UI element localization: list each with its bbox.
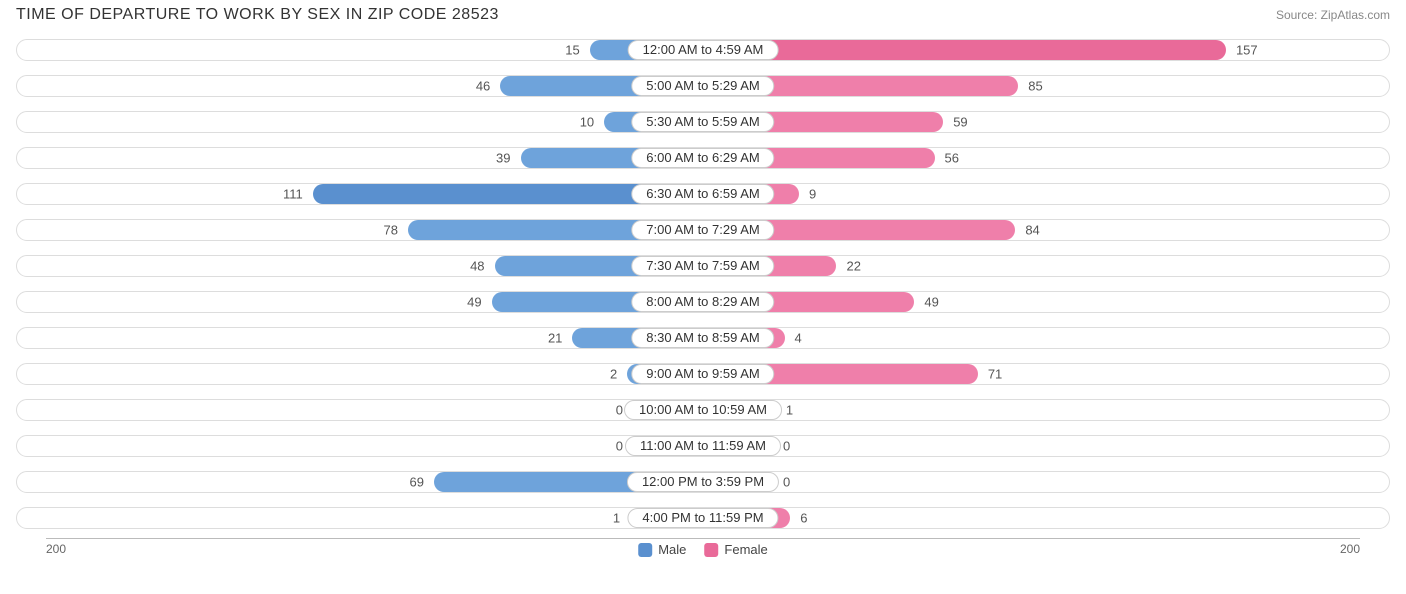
chart-row: 111 9 6:30 AM to 6:59 AM	[16, 178, 1390, 209]
female-value: 4	[795, 330, 802, 345]
female-value: 157	[1236, 42, 1258, 57]
axis-max-left: 200	[46, 542, 66, 556]
female-swatch	[704, 543, 718, 557]
chart-row: 46 85 5:00 AM to 5:29 AM	[16, 70, 1390, 101]
axis-line	[46, 538, 1360, 539]
male-value: 111	[283, 186, 303, 201]
female-bar	[703, 40, 1226, 60]
female-value: 56	[945, 150, 959, 165]
female-value: 84	[1025, 222, 1039, 237]
male-value: 69	[409, 474, 423, 489]
chart-row: 48 22 7:30 AM to 7:59 AM	[16, 250, 1390, 281]
category-label: 7:30 AM to 7:59 AM	[631, 256, 774, 276]
category-label: 5:30 AM to 5:59 AM	[631, 112, 774, 132]
male-value: 46	[476, 78, 490, 93]
chart-row: 15 157 12:00 AM to 4:59 AM	[16, 34, 1390, 65]
female-value: 6	[800, 510, 807, 525]
chart-row: 69 0 12:00 PM to 3:59 PM	[16, 466, 1390, 497]
male-value: 39	[496, 150, 510, 165]
male-value: 48	[470, 258, 484, 273]
category-label: 6:30 AM to 6:59 AM	[631, 184, 774, 204]
legend-female: Female	[704, 542, 767, 557]
category-label: 12:00 AM to 4:59 AM	[628, 40, 779, 60]
female-value: 85	[1028, 78, 1042, 93]
male-value: 15	[565, 42, 579, 57]
category-label: 11:00 AM to 11:59 AM	[625, 436, 781, 456]
category-label: 10:00 AM to 10:59 AM	[624, 400, 782, 420]
chart-row: 1 6 4:00 PM to 11:59 PM	[16, 502, 1390, 533]
category-label: 6:00 AM to 6:29 AM	[631, 148, 774, 168]
female-value: 22	[846, 258, 860, 273]
male-value: 0	[616, 438, 623, 453]
axis-row: 200 200 Male Female	[16, 538, 1390, 558]
legend-male: Male	[638, 542, 686, 557]
chart-row: 10 59 5:30 AM to 5:59 AM	[16, 106, 1390, 137]
male-value: 2	[610, 366, 617, 381]
female-value: 59	[953, 114, 967, 129]
male-value: 78	[384, 222, 398, 237]
category-label: 7:00 AM to 7:29 AM	[631, 220, 774, 240]
male-value: 10	[580, 114, 594, 129]
chart-area: 1515712:00 AM to 4:59 AM46855:00 AM to 5…	[0, 34, 1406, 558]
chart-title: TIME OF DEPARTURE TO WORK BY SEX IN ZIP …	[16, 6, 499, 24]
category-label: 5:00 AM to 5:29 AM	[631, 76, 774, 96]
male-swatch	[638, 543, 652, 557]
female-value: 1	[786, 402, 793, 417]
source-label: Source: ZipAtlas.com	[1276, 8, 1390, 22]
chart-row: 39 56 6:00 AM to 6:29 AM	[16, 142, 1390, 173]
female-value: 49	[924, 294, 938, 309]
female-value: 0	[783, 438, 790, 453]
female-value: 0	[783, 474, 790, 489]
chart-row: 78 84 7:00 AM to 7:29 AM	[16, 214, 1390, 245]
legend-female-label: Female	[724, 542, 767, 557]
chart-row: 0 1 10:00 AM to 10:59 AM	[16, 394, 1390, 425]
male-value: 1	[613, 510, 620, 525]
legend-male-label: Male	[658, 542, 686, 557]
male-value: 49	[467, 294, 481, 309]
chart-row: 49 49 8:00 AM to 8:29 AM	[16, 286, 1390, 317]
category-label: 9:00 AM to 9:59 AM	[631, 364, 774, 384]
header: TIME OF DEPARTURE TO WORK BY SEX IN ZIP …	[0, 0, 1406, 34]
category-label: 8:00 AM to 8:29 AM	[631, 292, 774, 312]
male-value: 0	[616, 402, 623, 417]
category-label: 12:00 PM to 3:59 PM	[627, 472, 779, 492]
chart-row: 21 4 8:30 AM to 8:59 AM	[16, 322, 1390, 353]
category-label: 8:30 AM to 8:59 AM	[631, 328, 774, 348]
axis-max-right: 200	[1340, 542, 1360, 556]
female-value: 9	[809, 186, 816, 201]
female-value: 71	[988, 366, 1002, 381]
category-label: 4:00 PM to 11:59 PM	[627, 508, 778, 528]
male-value: 21	[548, 330, 562, 345]
chart-row: 2 71 9:00 AM to 9:59 AM	[16, 358, 1390, 389]
chart-row: 0 011:00 AM to 11:59 AM	[16, 430, 1390, 461]
legend: Male Female	[638, 542, 768, 557]
